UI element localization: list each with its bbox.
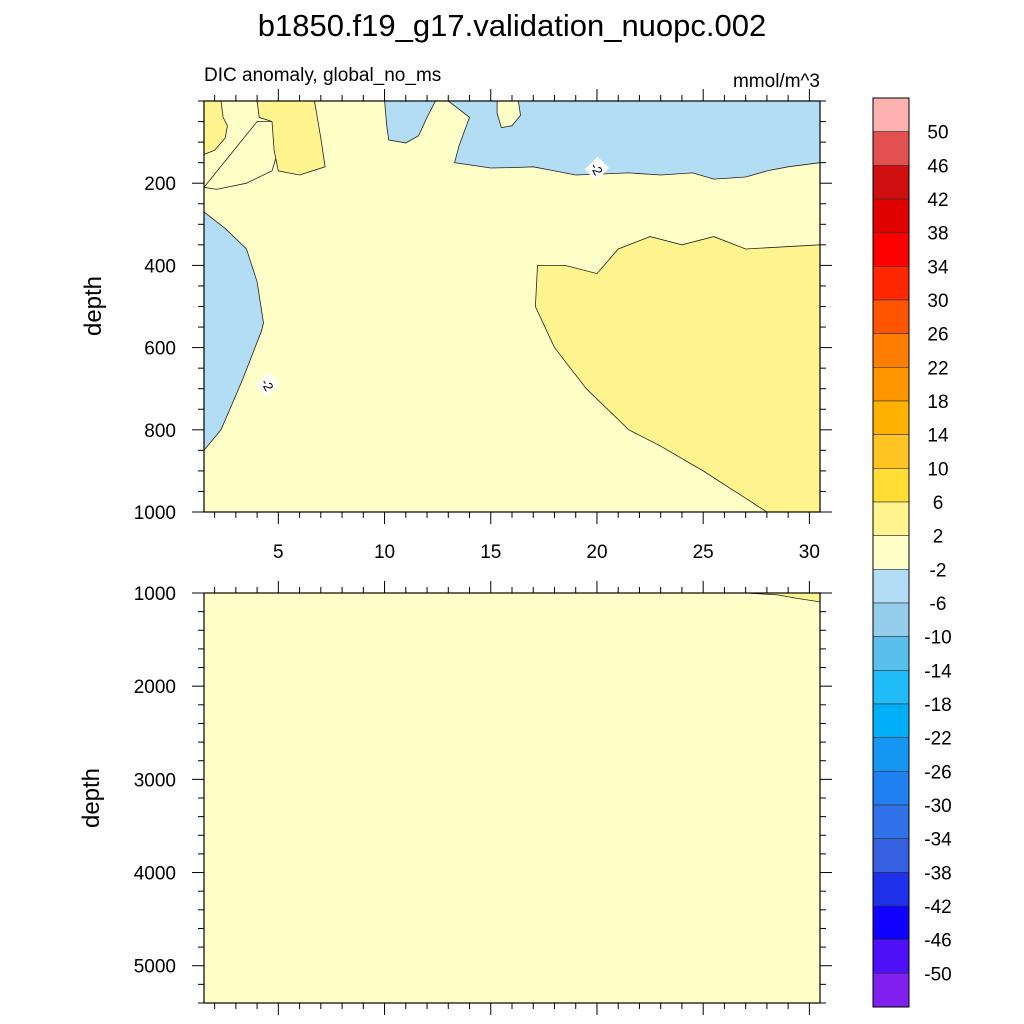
colorbar-swatch <box>872 367 910 402</box>
colorbar-level-label: -46 <box>924 931 951 952</box>
upper-contour-region-2 <box>256 101 326 176</box>
lower-y-tick-label: 3000 <box>134 770 176 791</box>
colorbar-level-label: 34 <box>927 257 949 278</box>
colorbar-swatch <box>872 232 910 267</box>
colorbar-swatch <box>872 266 910 301</box>
colorbar-level-label: 18 <box>927 392 948 413</box>
colorbar-swatch <box>872 737 910 772</box>
colorbar-level-label: 30 <box>927 291 948 312</box>
colorbar-swatch <box>872 636 910 671</box>
upper-x-tick-label: 20 <box>586 542 607 563</box>
upper-y-tick-label: 400 <box>144 256 176 277</box>
colorbar-swatch <box>872 905 910 940</box>
lower-y-tick-label: 5000 <box>134 957 176 978</box>
upper-x-tick-label: 15 <box>480 542 501 563</box>
colorbar-swatch <box>872 602 910 637</box>
lower-y-tick-label: 2000 <box>134 677 176 698</box>
colorbar-level-label: -10 <box>924 628 951 649</box>
colorbar-level-label: 2 <box>933 527 944 548</box>
upper-y-tick-label: 800 <box>144 421 176 442</box>
upper-left-subtitle: DIC anomaly, global_no_ms <box>204 65 441 86</box>
colorbar-swatch <box>872 400 910 435</box>
colorbar-swatch <box>872 872 910 907</box>
colorbar-level-label: -6 <box>930 594 947 615</box>
colorbar-level-label: -2 <box>930 560 947 581</box>
colorbar-swatch <box>872 501 910 536</box>
upper-right-subtitle: mmol/m^3 <box>733 71 820 92</box>
colorbar-swatch <box>872 771 910 806</box>
lower-background-field <box>204 593 820 1003</box>
colorbar-level-label: 50 <box>927 123 948 144</box>
upper-contour-region-4 <box>447 101 820 180</box>
colorbar-level-label: -42 <box>924 897 951 918</box>
colorbar-swatch <box>872 468 910 503</box>
upper-contour-region-3 <box>384 101 436 144</box>
colorbar-level-label: -38 <box>924 863 951 884</box>
upper-contour-label-1: -2 <box>584 156 609 181</box>
colorbar-swatch <box>872 670 910 705</box>
colorbar-swatch <box>872 569 910 604</box>
colorbar-frame <box>872 97 910 1008</box>
colorbar-swatch <box>872 838 910 873</box>
upper-y-tick-label: 200 <box>144 174 176 195</box>
upper-contour-region-6 <box>204 211 264 451</box>
colorbar-level-label: -50 <box>924 964 951 985</box>
colorbar-level-label: 46 <box>927 156 948 177</box>
colorbar-level-label: -34 <box>924 830 952 851</box>
upper-contour-region-0 <box>204 101 228 155</box>
colorbar-level-label: 38 <box>927 224 948 245</box>
colorbar-swatch <box>872 434 910 469</box>
upper-y-tick-label: 600 <box>144 339 176 360</box>
upper-panel: DIC anomaly, global_no_ms mmol/m^3 depth… <box>80 65 832 563</box>
lower-contour-region-0 <box>745 593 820 603</box>
colorbar-level-label: 26 <box>927 325 948 346</box>
colorbar-level-label: -14 <box>924 661 952 682</box>
upper-x-tick-label: 5 <box>273 542 284 563</box>
lower-panel: depth 1000 2000 3000 4000 5000 <box>78 581 832 1015</box>
upper-y-tick-label: 1000 <box>134 503 176 524</box>
colorbar-swatch <box>872 165 910 200</box>
colorbar-level-label: -26 <box>924 762 951 783</box>
colorbar-swatch <box>872 131 910 166</box>
colorbar-swatch <box>872 703 910 738</box>
upper-x-tick-label: 25 <box>693 542 714 563</box>
colorbar-level-label: -30 <box>924 796 951 817</box>
colorbar-level-label: 22 <box>927 358 948 379</box>
colorbar-level-label: 6 <box>933 493 944 514</box>
colorbar-level-label: -22 <box>924 729 951 750</box>
upper-x-tick-label: 30 <box>799 542 820 563</box>
upper-contour-region-7 <box>534 236 820 512</box>
colorbar-level-label: -18 <box>924 695 951 716</box>
colorbar-swatch <box>872 535 910 570</box>
colorbar-swatch <box>872 333 910 368</box>
chart-title: b1850.f19_g17.validation_nuopc.002 <box>258 8 767 43</box>
upper-x-tick-label: 10 <box>374 542 395 563</box>
upper-contour-label-0: -2 <box>255 372 280 397</box>
colorbar-swatch <box>872 299 910 334</box>
colorbar-level-label: 10 <box>927 459 948 480</box>
colorbar-swatch <box>872 804 910 839</box>
lower-y-axis-label: depth <box>78 768 105 828</box>
colorbar-swatch <box>872 973 910 1008</box>
colorbar-level-label: 42 <box>927 190 948 211</box>
colorbar-swatch <box>872 198 910 233</box>
colorbar-level-label: 14 <box>927 426 949 447</box>
upper-y-axis-label: depth <box>80 276 107 336</box>
upper-contour-region-5 <box>496 101 521 129</box>
lower-y-tick-label: 4000 <box>134 864 176 885</box>
colorbar-swatch <box>872 97 910 132</box>
lower-y-tick-label: 1000 <box>134 584 176 605</box>
colorbar: 50 46 42 38 34 30 26 22 18 14 10 6 2 -2 -6 -10 -14 -18 -22… <box>872 97 952 1008</box>
colorbar-swatch <box>872 939 910 974</box>
